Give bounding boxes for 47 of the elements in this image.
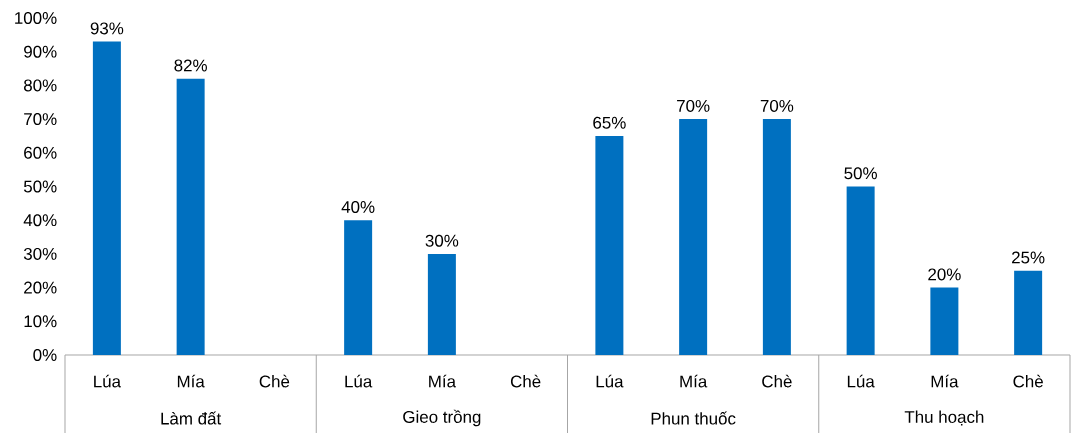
text: Thu hoạch: [904, 410, 984, 426]
y-tick-label: 10%: [24, 315, 57, 328]
y-tick-label: 60%: [24, 146, 57, 159]
x-tick-label: Chè: [762, 374, 792, 388]
x-tick-label: Mía: [177, 374, 205, 388]
y-tick-label: 40%: [23, 214, 57, 227]
bar: [1014, 270, 1043, 355]
x-tick-label: Chè: [1013, 374, 1043, 388]
x-tick-label: Lúa: [596, 374, 624, 388]
x-tick-label: Chè: [259, 374, 290, 388]
bar: [595, 135, 624, 355]
text: Phun thuốc: [651, 411, 736, 425]
x-tick-label: Lúa: [847, 374, 875, 388]
y-tick-label: 80%: [24, 79, 57, 92]
y-tick-label: 0%: [33, 348, 57, 361]
data-label: 40%: [341, 201, 375, 213]
bar: [427, 253, 456, 355]
data-label: 30%: [425, 234, 459, 247]
data-label: 50%: [844, 167, 877, 180]
y-tick-label: 70%: [24, 113, 57, 126]
data-label: 70%: [677, 99, 710, 112]
x-tick-label: Mía: [429, 374, 456, 388]
x-tick-label: Mía: [680, 374, 708, 388]
y-tick-label: 30%: [23, 247, 57, 260]
y-tick-label: 20%: [24, 281, 57, 294]
x-tick-label: Lúa: [94, 374, 122, 388]
x-tick-label: Chè: [510, 374, 541, 388]
bar: [344, 220, 373, 355]
data-label: 93%: [90, 22, 124, 35]
bar: [176, 78, 205, 355]
x-tick-label: Mía: [931, 374, 959, 388]
text: Gieo trồng: [403, 409, 481, 427]
bar: [762, 119, 791, 355]
x-tick-label: Lúa: [345, 374, 373, 388]
data-label: 20%: [928, 268, 961, 281]
y-tick-label: 50%: [23, 180, 57, 193]
data-label: 25%: [1012, 251, 1045, 264]
y-tick-label: 90%: [24, 45, 57, 58]
data-label: 65%: [593, 116, 626, 129]
bar: [930, 287, 959, 355]
bar: [846, 186, 875, 355]
data-label: 70%: [760, 99, 794, 112]
y-tick-label: 100%: [15, 11, 57, 24]
text: Làm đất: [161, 411, 222, 425]
bar: [92, 41, 121, 355]
data-label: 82%: [174, 59, 207, 72]
bar: [679, 119, 708, 355]
